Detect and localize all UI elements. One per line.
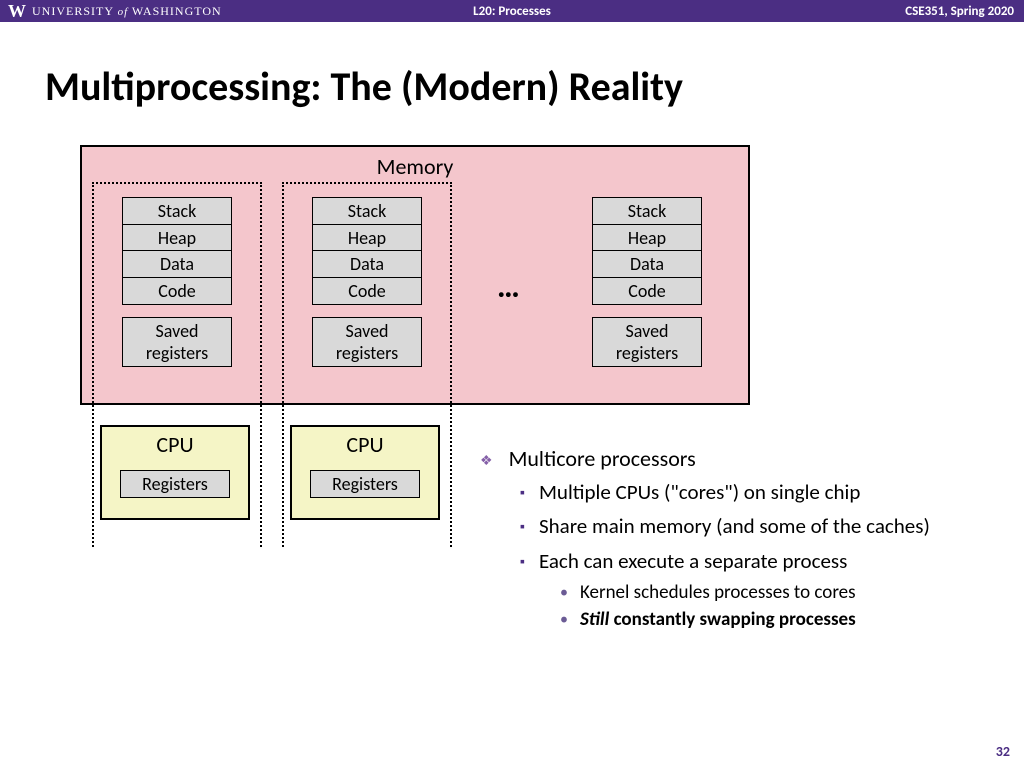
segment-stack: Stack	[122, 197, 232, 225]
univ-of: of	[118, 6, 129, 18]
dot-bullet-icon: •	[560, 583, 568, 604]
square-bullet-icon: ▪	[520, 484, 525, 506]
slide-header: W UNIVERSITY of WASHINGTON L20: Processe…	[0, 0, 1024, 22]
memory-box: Memory Stack Heap Data Code Saved regist…	[80, 145, 750, 405]
bullet-content: ❖ Multicore processors ▪ Multiple CPUs (…	[480, 445, 1000, 635]
diamond-bullet-icon: ❖	[480, 452, 493, 472]
lecture-label: L20: Processes	[473, 4, 551, 19]
segment-heap: Heap	[122, 224, 232, 252]
memory-label: Memory	[82, 153, 748, 180]
cpu-label: CPU	[292, 431, 438, 458]
univ-name: WASHINGTON	[132, 4, 222, 18]
process-2: Stack Heap Data Code Saved registers	[307, 197, 427, 367]
diagram-area: Memory Stack Heap Data Code Saved regist…	[80, 145, 750, 405]
page-number: 32	[996, 743, 1010, 760]
registers-box: Registers	[310, 470, 420, 498]
square-bullet-icon: ▪	[520, 518, 525, 540]
sub-bullet-1: ▪ Multiple CPUs ("cores") on single chip	[520, 478, 1000, 506]
segment-data: Data	[592, 250, 702, 278]
process-1: Stack Heap Data Code Saved registers	[117, 197, 237, 367]
sub-bullet-3: ▪ Each can execute a separate process	[520, 547, 1000, 575]
sub-bullet-2: ▪ Share main memory (and some of the cac…	[520, 512, 1000, 540]
university-branding: W UNIVERSITY of WASHINGTON	[0, 1, 222, 22]
segment-code: Code	[312, 277, 422, 305]
segment-code: Code	[122, 277, 232, 305]
subsub-bullet-2: • Still constantly swapping processes	[560, 608, 1000, 631]
saved-registers-2: Saved registers	[312, 317, 422, 367]
dot-bullet-icon: •	[560, 610, 568, 631]
univ-prefix: UNIVERSITY	[32, 4, 114, 18]
segment-data: Data	[312, 250, 422, 278]
course-label: CSE351, Spring 2020	[905, 4, 1014, 19]
slide-title: Multiprocessing: The (Modern) Reality	[45, 62, 1024, 111]
segment-stack: Stack	[592, 197, 702, 225]
square-bullet-icon: ▪	[520, 553, 525, 575]
ellipsis: …	[497, 267, 520, 306]
segment-heap: Heap	[312, 224, 422, 252]
process-n: Stack Heap Data Code Saved registers	[587, 197, 707, 367]
cpu-label: CPU	[102, 431, 248, 458]
saved-registers-n: Saved registers	[592, 317, 702, 367]
cpu-box-1: CPU Registers	[100, 425, 250, 520]
segment-data: Data	[122, 250, 232, 278]
subsub-bullet-1: • Kernel schedules processes to cores	[560, 581, 1000, 604]
main-bullet: ❖ Multicore processors	[480, 445, 1000, 472]
segment-heap: Heap	[592, 224, 702, 252]
saved-registers-1: Saved registers	[122, 317, 232, 367]
main-bullet-text: Multicore processors	[509, 445, 696, 472]
segment-stack: Stack	[312, 197, 422, 225]
w-logo-icon: W	[8, 1, 26, 22]
segment-code: Code	[592, 277, 702, 305]
cpu-box-2: CPU Registers	[290, 425, 440, 520]
registers-box: Registers	[120, 470, 230, 498]
